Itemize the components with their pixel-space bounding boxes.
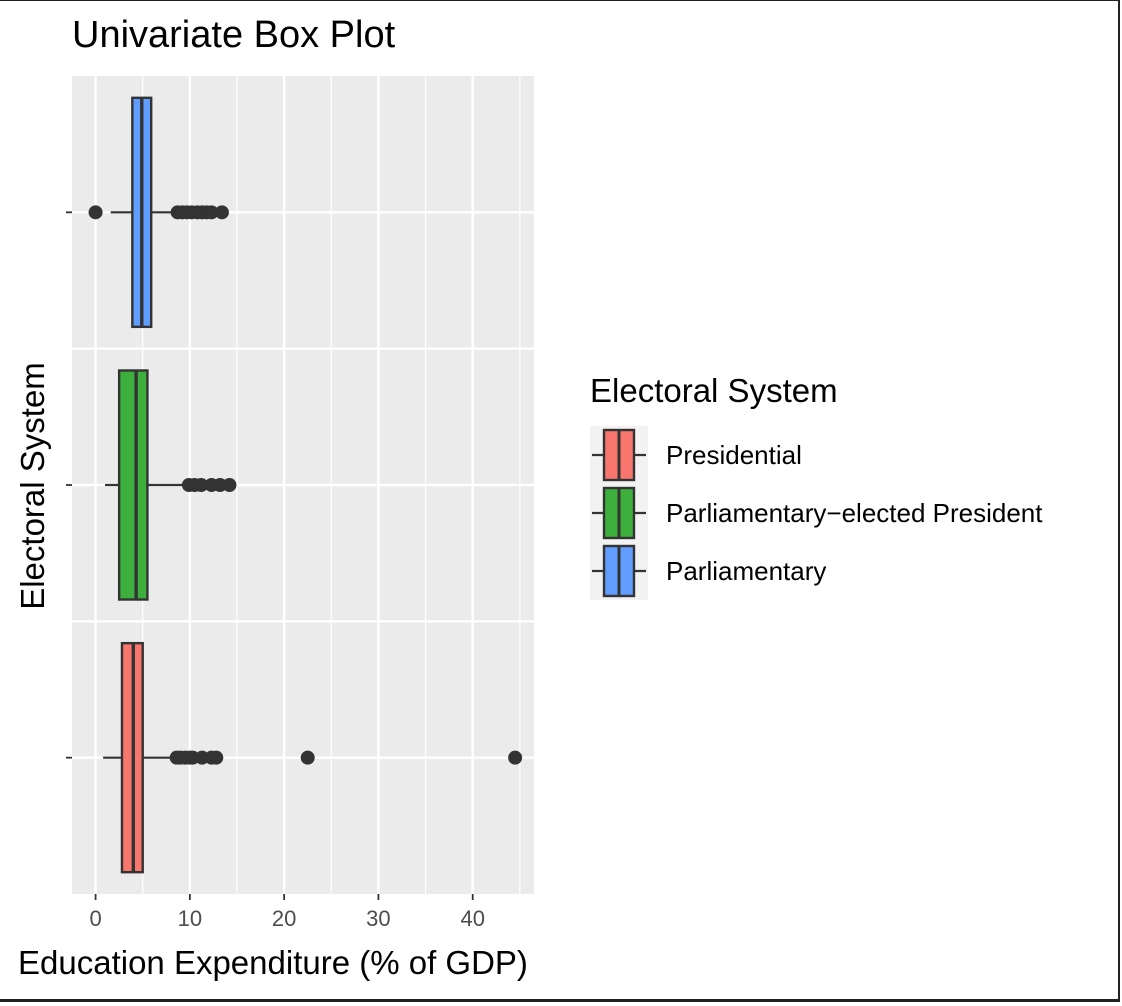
chart-title: Univariate Box Plot	[72, 14, 396, 56]
outlier-point	[204, 205, 219, 220]
boxplot-0	[103, 641, 523, 874]
legend-item: Parliamentary	[590, 542, 1042, 600]
x-axis-label: Education Expenditure (% of GDP)	[18, 944, 528, 981]
x-tick-label: 30	[366, 906, 390, 931]
outlier-point	[214, 205, 229, 220]
y-axis-label: Electoral System	[14, 362, 51, 610]
legend-label: Parliamentary	[666, 555, 827, 586]
legend-label: Presidential	[666, 439, 802, 470]
legend-key	[590, 484, 648, 542]
outlier-point	[209, 750, 224, 765]
outlier-point	[88, 205, 103, 220]
legend: Electoral System Presidential Parliamenta…	[590, 372, 1042, 600]
outlier-point	[194, 478, 209, 492]
legend-item: Presidential	[590, 426, 1042, 484]
x-tick-label: 0	[89, 906, 101, 931]
legend-title: Electoral System	[590, 372, 838, 409]
outlier-point	[222, 478, 237, 492]
boxplots	[88, 96, 523, 874]
x-tick-label: 40	[460, 906, 484, 931]
x-tick-label: 10	[178, 906, 202, 931]
outlier-point	[300, 750, 315, 765]
boxplot-1	[105, 369, 237, 601]
x-axis: 0 10 20 30 40	[66, 211, 485, 931]
outlier-point	[508, 750, 523, 765]
legend-label: Parliamentary−elected President	[666, 497, 1043, 528]
x-tick-label: 20	[272, 906, 296, 931]
boxplot-2	[88, 96, 229, 329]
legend-key	[590, 542, 648, 600]
box	[117, 369, 149, 601]
legend-item: Parliamentary−elected President	[590, 484, 1042, 542]
legend-items: Presidential Parliamentary−elected Presid…	[590, 426, 1042, 600]
legend-key	[590, 426, 648, 484]
